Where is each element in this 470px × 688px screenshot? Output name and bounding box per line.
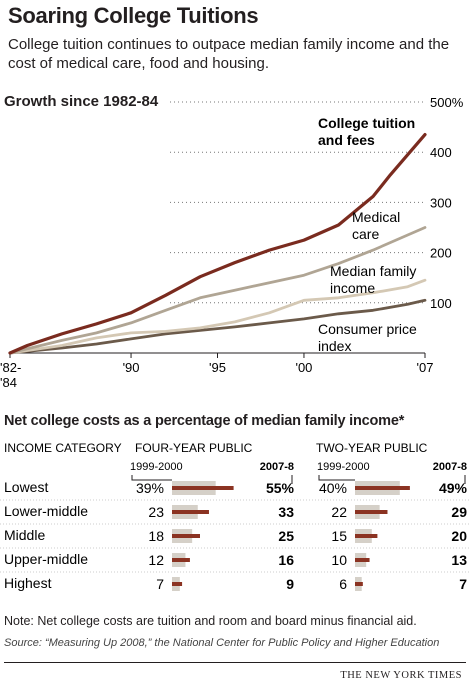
- series-label: College tuition: [318, 115, 415, 131]
- value-2007-8: 13: [451, 552, 467, 568]
- bar-2007-8: [355, 510, 388, 514]
- period-label: 1999-2000: [130, 461, 183, 473]
- series-label: index: [318, 338, 351, 354]
- series-line: [8, 132, 427, 355]
- x-tick-label: '00: [295, 360, 312, 375]
- period-bracket: [318, 475, 355, 481]
- value-1999-2000: 22: [331, 504, 347, 520]
- series-label: care: [352, 226, 379, 242]
- series-label: income: [330, 280, 375, 296]
- value-2007-8: 20: [451, 528, 467, 544]
- row-category-label: Highest: [4, 575, 52, 591]
- bar-2007-8: [355, 582, 363, 586]
- y-tick-label: 100: [430, 296, 452, 311]
- net-cost-bar-table: INCOME CATEGORY FOUR-YEAR PUBLIC TWO-YEAR …: [0, 441, 470, 592]
- series-label: Median family: [330, 263, 416, 279]
- value-1999-2000: 10: [331, 552, 347, 568]
- footer-divider: [4, 662, 466, 663]
- row-category-label: Upper-middle: [4, 551, 88, 567]
- bar-2007-8: [172, 486, 234, 490]
- row-category-label: Middle: [4, 527, 45, 543]
- bar-2007-8: [355, 486, 410, 490]
- x-tick-label: '82-: [0, 360, 21, 375]
- y-tick-label: 500%: [430, 95, 464, 110]
- value-2007-8: 25: [278, 528, 294, 544]
- value-1999-2000: 40%: [319, 480, 347, 496]
- value-1999-2000: 39%: [136, 480, 164, 496]
- value-1999-2000: 7: [156, 576, 164, 592]
- period-label: 1999-2000: [317, 461, 370, 473]
- value-1999-2000: 23: [148, 504, 164, 520]
- x-tick-label: '95: [209, 360, 226, 375]
- value-1999-2000: 12: [148, 552, 164, 568]
- series-label: and fees: [318, 132, 375, 148]
- x-tick-label: '84: [0, 375, 17, 390]
- value-2007-8: 49%: [439, 480, 468, 496]
- bar-2007-8: [172, 510, 209, 514]
- value-2007-8: 7: [459, 576, 467, 592]
- series-label: Medical: [352, 209, 400, 225]
- series-line: [8, 226, 427, 355]
- period-label: 2007-8: [260, 461, 294, 473]
- period-bracket: [131, 475, 172, 481]
- value-2007-8: 29: [451, 504, 467, 520]
- bar-2007-8: [355, 558, 370, 562]
- period-label: 2007-8: [433, 461, 467, 473]
- value-1999-2000: 18: [148, 528, 164, 544]
- value-2007-8: 55%: [266, 480, 295, 496]
- row-category-label: Lower-middle: [4, 503, 88, 519]
- footnote: Note: Net college costs are tuition and …: [4, 614, 417, 628]
- value-2007-8: 33: [278, 504, 294, 520]
- row-category-label: Lowest: [4, 479, 48, 495]
- value-1999-2000: 6: [339, 576, 347, 592]
- series-line: [8, 298, 427, 355]
- bar-2007-8: [172, 558, 190, 562]
- x-tick-label: '07: [417, 360, 434, 375]
- bar-2007-8: [355, 534, 378, 538]
- value-2007-8: 16: [278, 552, 294, 568]
- y-tick-label: 400: [430, 145, 452, 160]
- x-tick-label: '90: [123, 360, 140, 375]
- credit-line: THE NEW YORK TIMES: [340, 670, 462, 681]
- line-chart-title: Growth since 1982-84: [4, 93, 159, 110]
- page-title: Soaring College Tuitions: [8, 3, 259, 28]
- column-header-four-year: FOUR-YEAR PUBLIC: [135, 441, 253, 455]
- column-header-two-year: TWO-YEAR PUBLIC: [316, 441, 428, 455]
- bar-2007-8: [172, 534, 200, 538]
- series-line: [8, 278, 427, 355]
- value-1999-2000: 15: [331, 528, 347, 544]
- value-2007-8: 9: [286, 576, 294, 592]
- column-header-category: INCOME CATEGORY: [4, 441, 122, 455]
- bar-2007-8: [172, 582, 183, 586]
- source-line: Source: “Measuring Up 2008,” the Nationa…: [4, 637, 440, 649]
- series-label: Consumer price: [318, 321, 417, 337]
- bar-table-title: Net college costs as a percentage of med…: [4, 413, 405, 429]
- growth-line-chart: 100 200 300 400 500% '82-'84 '90 '95 '00 '07 Colle…: [0, 95, 464, 390]
- y-tick-label: 300: [430, 195, 452, 210]
- page-subtitle: College tuition continues to outpace med…: [8, 36, 450, 72]
- y-tick-label: 200: [430, 246, 452, 261]
